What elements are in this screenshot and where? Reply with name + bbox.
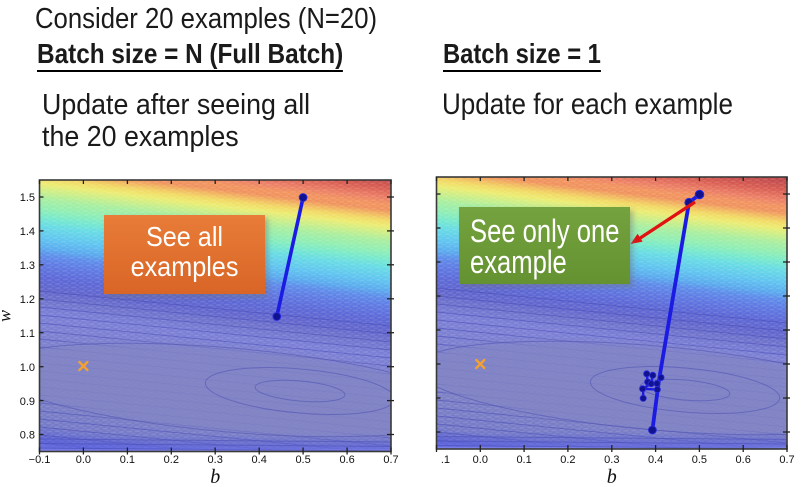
svg-text:0.5: 0.5 — [692, 454, 707, 466]
svg-text:0.5: 0.5 — [295, 454, 310, 466]
svg-text:0.2: 0.2 — [560, 454, 575, 466]
svg-text:0.6: 0.6 — [736, 454, 751, 466]
svg-text:w: w — [0, 310, 15, 322]
svg-text:1.4: 1.4 — [20, 226, 35, 238]
svg-text:1.3: 1.3 — [20, 260, 35, 272]
svg-text:0.4: 0.4 — [252, 454, 267, 466]
svg-text:.1: .1 — [441, 454, 450, 466]
svg-text:0.7: 0.7 — [383, 454, 398, 466]
svg-text:0.3: 0.3 — [604, 454, 619, 466]
svg-text:0.0: 0.0 — [473, 454, 488, 466]
svg-text:0.4: 0.4 — [648, 454, 663, 466]
svg-text:0.1: 0.1 — [516, 454, 531, 466]
svg-text:b: b — [607, 466, 617, 487]
svg-text:1.5: 1.5 — [20, 192, 35, 204]
svg-text:0.9: 0.9 — [20, 396, 35, 408]
svg-text:0.0: 0.0 — [76, 454, 91, 466]
svg-text:−0.1: −0.1 — [29, 454, 51, 466]
svg-text:0.2: 0.2 — [164, 454, 179, 466]
svg-text:0.7: 0.7 — [779, 454, 794, 466]
svg-text:1.1: 1.1 — [20, 328, 35, 340]
svg-text:0.3: 0.3 — [208, 454, 223, 466]
svg-text:0.1: 0.1 — [120, 454, 135, 466]
svg-text:1.0: 1.0 — [20, 362, 35, 374]
svg-text:b: b — [210, 466, 220, 487]
svg-text:0.8: 0.8 — [20, 430, 35, 442]
svg-text:0.6: 0.6 — [339, 454, 354, 466]
svg-text:1.2: 1.2 — [20, 294, 35, 306]
